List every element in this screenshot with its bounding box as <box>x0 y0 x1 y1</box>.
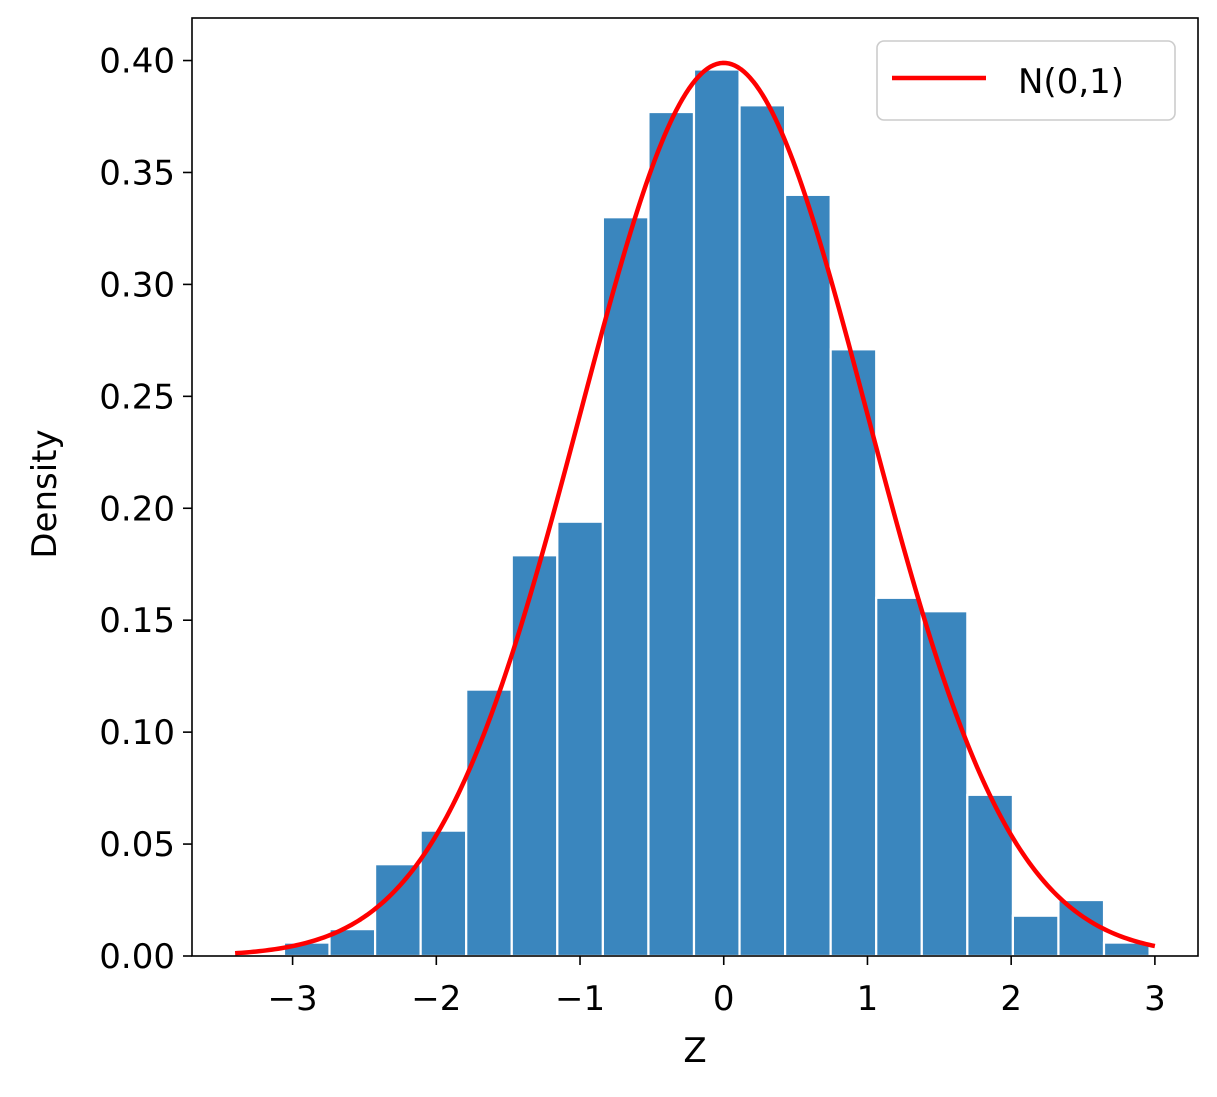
histogram-bar <box>875 596 923 958</box>
histogram-bar <box>1011 914 1060 958</box>
y-tick-label: 0.35 <box>99 153 175 193</box>
x-tick-label: −1 <box>555 979 605 1019</box>
histogram-bar <box>692 68 741 958</box>
y-axis-ticks: 0.00 0.05 0.10 0.15 0.20 0.25 0.30 0.35 0.40 <box>99 42 192 977</box>
normal-curve-line <box>234 60 1156 956</box>
histogram-bars <box>282 68 1151 958</box>
y-tick-label: 0.15 <box>99 601 175 641</box>
histogram-bar <box>601 216 650 958</box>
histogram-bar <box>510 554 559 958</box>
x-tick-label: 1 <box>857 979 879 1019</box>
plot-area-frame <box>191 17 1199 957</box>
histogram-bar <box>556 520 604 958</box>
histogram-bar <box>1057 898 1106 958</box>
y-tick-label: 0.20 <box>99 489 175 529</box>
histogram-bar <box>647 110 696 958</box>
y-tick-label: 0.40 <box>99 42 175 82</box>
x-axis-label: Z <box>683 1031 706 1071</box>
y-tick-label: 0.30 <box>99 265 175 305</box>
histogram-bar <box>920 610 969 958</box>
histogram-bar <box>465 688 513 958</box>
x-tick-label: 2 <box>1000 979 1022 1019</box>
legend-box <box>876 40 1176 121</box>
y-tick-label: 0.25 <box>99 377 175 417</box>
y-tick-label: 0.05 <box>99 825 175 865</box>
y-tick-label: 0.10 <box>99 713 175 753</box>
x-tick-label: −3 <box>268 979 318 1019</box>
x-tick-label: −2 <box>411 979 461 1019</box>
histogram-bar <box>738 104 787 958</box>
histogram-bar <box>966 793 1014 958</box>
x-axis-ticks: −3 −2 −1 0 1 2 3 <box>268 956 1166 1019</box>
legend-label: N(0,1) <box>1018 62 1124 102</box>
histogram-bar <box>784 193 832 958</box>
histogram-bar <box>373 863 422 958</box>
histogram-bar <box>829 348 878 958</box>
y-axis-label: Density <box>25 429 65 558</box>
x-tick-label: 3 <box>1144 979 1166 1019</box>
y-tick-label: 0.00 <box>99 937 175 977</box>
legend: N(0,1) <box>876 40 1176 121</box>
x-tick-label: 0 <box>713 979 735 1019</box>
